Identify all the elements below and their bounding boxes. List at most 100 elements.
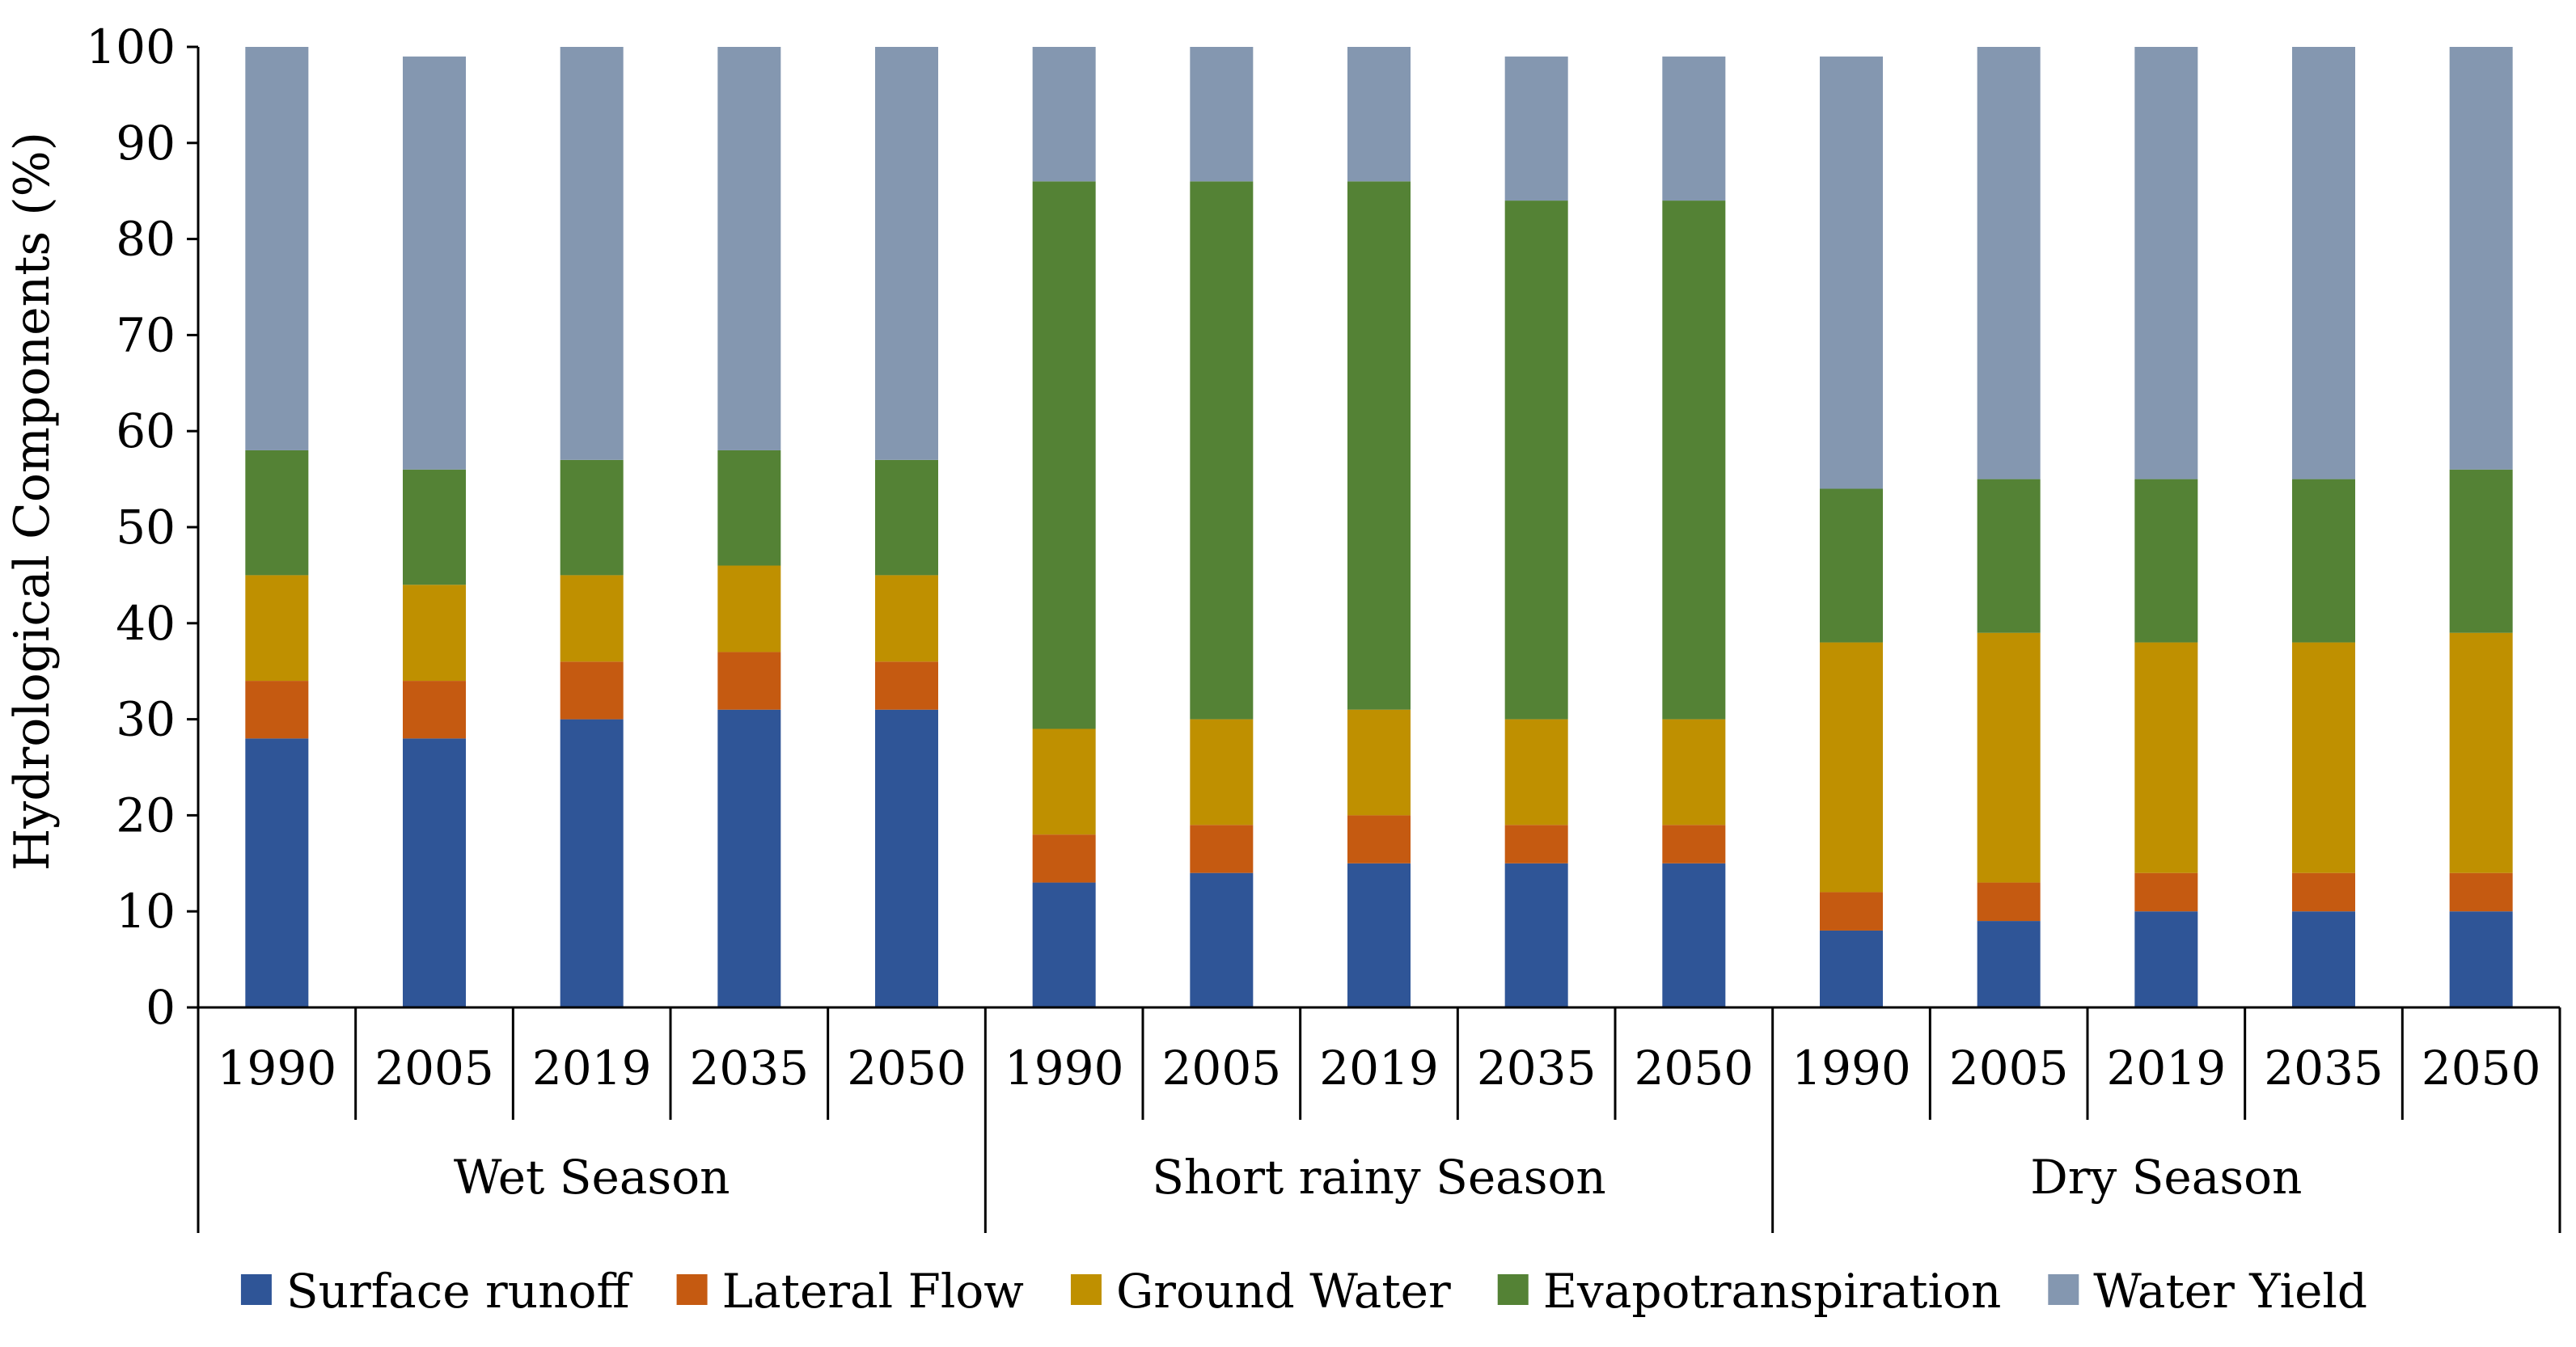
bar-segment-water-yield: [403, 56, 466, 470]
bar-segment-ground-water: [2292, 642, 2355, 873]
bar-segment-surface-runoff: [875, 709, 938, 1007]
bar-segment-ground-water: [1190, 719, 1254, 826]
bar-segment-ground-water: [403, 585, 466, 682]
bar-segment-evapotranspiration: [1347, 181, 1411, 710]
y-tick-label: 60: [116, 403, 176, 458]
legend-swatch: [1070, 1274, 1102, 1305]
x-category-label: 2019: [2107, 1041, 2227, 1096]
x-group-label: Wet Season: [454, 1150, 730, 1205]
bar-segment-lateral-flow: [1190, 825, 1254, 873]
bar-segment-water-yield: [1662, 56, 1726, 201]
y-tick-label: 100: [86, 19, 176, 74]
bar-segment-lateral-flow: [245, 681, 309, 739]
x-category-label: 2005: [1949, 1041, 2069, 1096]
bar-segment-evapotranspiration: [560, 459, 624, 576]
y-tick-label: 80: [116, 212, 176, 267]
bar-segment-surface-runoff: [1504, 863, 1568, 1007]
bar-segment-lateral-flow: [560, 661, 624, 720]
bar-segment-evapotranspiration: [245, 450, 309, 576]
x-group-label: Dry Season: [2030, 1150, 2302, 1205]
bar-segment-evapotranspiration: [1977, 479, 2041, 633]
bar-segment-surface-runoff: [2292, 911, 2355, 1007]
bar-segment-ground-water: [560, 575, 624, 662]
bar-segment-lateral-flow: [1662, 825, 1726, 864]
legend-label: Lateral Flow: [722, 1264, 1024, 1319]
bar-segment-surface-runoff: [2449, 911, 2513, 1007]
bar-segment-ground-water: [1032, 728, 1096, 835]
axes-layer: [187, 45, 2561, 1233]
bar-segment-surface-runoff: [1190, 872, 1254, 1007]
bar-segment-ground-water: [1820, 642, 1883, 893]
bar-segment-lateral-flow: [1977, 882, 2041, 922]
y-tick-label: 90: [116, 116, 176, 171]
legend: Surface runoff Lateral Flow Ground Water Ev…: [240, 1264, 2367, 1319]
bar-segment-lateral-flow: [1032, 834, 1096, 883]
x-category-label: 2005: [374, 1041, 494, 1096]
y-axis-title: Hydrological Components (%): [4, 132, 61, 871]
y-tick-label: 50: [116, 500, 176, 555]
x-category-label: 2050: [1635, 1041, 1754, 1096]
bar-segment-lateral-flow: [2134, 872, 2198, 912]
x-category-label: 1990: [1005, 1041, 1124, 1096]
bar-segment-evapotranspiration: [1504, 201, 1568, 720]
y-tick-label: 20: [116, 788, 176, 842]
bar-segment-water-yield: [1820, 56, 1883, 489]
x-category-label: 2050: [2422, 1041, 2541, 1096]
bar-segment-lateral-flow: [403, 681, 466, 739]
bar-segment-evapotranspiration: [875, 459, 938, 576]
bar-segment-surface-runoff: [560, 719, 624, 1007]
x-category-label: 2035: [2264, 1041, 2384, 1096]
bar-segment-evapotranspiration: [1032, 181, 1096, 729]
bar-segment-lateral-flow: [1347, 815, 1411, 864]
x-category-label: 2035: [690, 1041, 810, 1096]
bar-segment-ground-water: [717, 565, 781, 652]
legend-swatch: [1497, 1274, 1529, 1305]
bar-segment-surface-runoff: [403, 738, 466, 1007]
bar-segment-water-yield: [2292, 47, 2355, 479]
bar-segment-evapotranspiration: [2134, 479, 2198, 643]
bar-segment-water-yield: [1190, 47, 1254, 182]
bar-segment-surface-runoff: [245, 738, 309, 1007]
bar-segment-evapotranspiration: [2449, 469, 2513, 633]
bars-layer: [245, 47, 2513, 1007]
labels-layer: 0 10 20 30 40 50 60 70 80 90 100 1990 2005 2019 2035 20…: [86, 19, 2540, 1205]
bar-segment-surface-runoff: [2134, 911, 2198, 1007]
bar-segment-water-yield: [875, 47, 938, 460]
bar-segment-water-yield: [1977, 47, 2041, 479]
bar-segment-evapotranspiration: [403, 469, 466, 585]
x-category-label: 1990: [218, 1041, 337, 1096]
bar-segment-surface-runoff: [1662, 863, 1726, 1007]
bar-segment-ground-water: [1977, 632, 2041, 883]
bar-segment-water-yield: [2449, 47, 2513, 470]
bar-segment-water-yield: [560, 47, 624, 460]
bar-segment-evapotranspiration: [1662, 201, 1726, 720]
x-category-label: 2019: [532, 1041, 652, 1096]
y-tick-label: 70: [116, 307, 176, 362]
bar-segment-ground-water: [245, 575, 309, 682]
legend-swatch: [2048, 1274, 2079, 1305]
bar-segment-evapotranspiration: [1190, 181, 1254, 720]
bar-segment-water-yield: [1347, 47, 1411, 182]
bar-segment-surface-runoff: [1347, 863, 1411, 1007]
y-tick-label: 40: [116, 596, 176, 651]
bar-segment-water-yield: [1504, 56, 1568, 201]
bar-segment-water-yield: [717, 47, 781, 450]
bar-segment-ground-water: [1504, 719, 1568, 826]
y-tick-label: 10: [116, 884, 176, 939]
bar-segment-evapotranspiration: [1820, 488, 1883, 643]
bar-segment-surface-runoff: [1032, 882, 1096, 1007]
bar-segment-water-yield: [1032, 47, 1096, 182]
bar-segment-ground-water: [2449, 632, 2513, 873]
bar-segment-surface-runoff: [1820, 930, 1883, 1007]
bar-segment-ground-water: [1662, 719, 1726, 826]
legend-swatch: [240, 1274, 272, 1305]
legend-label: Surface runoff: [286, 1264, 632, 1319]
bar-segment-evapotranspiration: [717, 450, 781, 566]
bar-segment-surface-runoff: [1977, 921, 2041, 1007]
bar-segment-lateral-flow: [1820, 892, 1883, 931]
y-tick-label: 30: [116, 692, 176, 747]
legend-swatch: [676, 1274, 708, 1305]
legend-label: Water Yield: [2093, 1264, 2367, 1319]
